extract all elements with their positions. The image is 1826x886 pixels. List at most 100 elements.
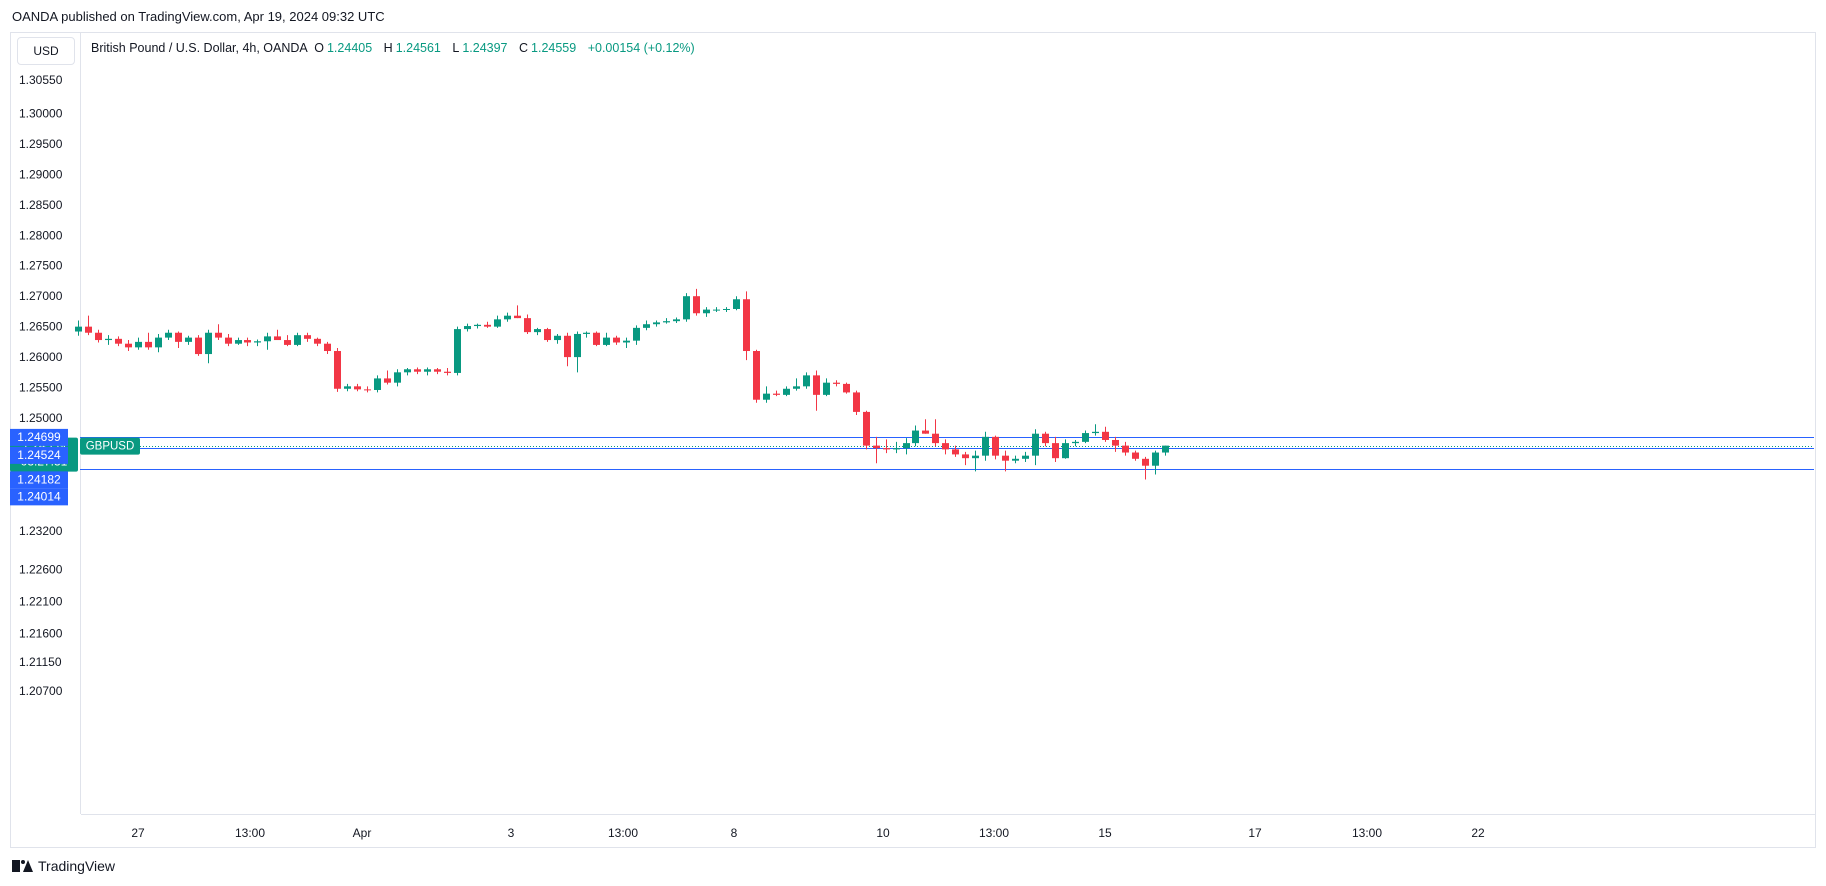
price-scale[interactable]: USD <box>11 33 81 814</box>
candle-up <box>404 368 411 376</box>
candle-down <box>284 335 291 347</box>
candle-up <box>793 378 800 391</box>
candle-body <box>962 454 969 459</box>
candle-body <box>683 296 690 320</box>
candle-up <box>554 333 561 344</box>
y-tick-label: 1.22600 <box>19 562 63 576</box>
candle-body <box>823 382 830 395</box>
candle-up <box>903 438 910 455</box>
candle-body <box>1142 458 1149 466</box>
published-info: OANDA published on TradingView.com, Apr … <box>12 9 385 24</box>
candle-body <box>215 332 222 338</box>
candle-up <box>1082 430 1089 444</box>
candle-body <box>753 351 760 400</box>
candle-down <box>414 367 421 375</box>
candle-down <box>274 329 281 341</box>
candle-body <box>593 332 600 345</box>
candle-down <box>125 340 132 352</box>
candle-body <box>185 337 192 342</box>
legend-change: +0.00154 (+0.12%) <box>587 41 695 55</box>
level-price-badge: 1.24014 <box>10 488 68 506</box>
candle-down <box>444 368 451 376</box>
candle-body <box>564 335 571 358</box>
candle-up <box>893 441 900 454</box>
candle-body <box>1112 439 1119 446</box>
candle-body <box>394 372 401 383</box>
candle-body <box>1092 431 1099 434</box>
y-tick-label: 1.28500 <box>19 198 63 212</box>
candle-body <box>444 371 451 373</box>
candle-body <box>992 436 999 456</box>
candle-down <box>1142 456 1149 480</box>
y-tick-label: 1.20700 <box>19 684 63 698</box>
candle-up <box>454 326 461 376</box>
candlestick-plot[interactable]: 1.30550 1.30000 1.29500 1.29000 1.28500 1.280… <box>10 32 1816 848</box>
currency-button[interactable]: USD <box>17 37 75 65</box>
candle-down <box>952 445 959 457</box>
candle-body <box>434 369 441 372</box>
candle-body <box>404 369 411 373</box>
candle-body <box>623 340 630 343</box>
candle-up <box>1092 424 1099 436</box>
candle-body <box>1022 455 1029 459</box>
candle-up <box>982 431 989 461</box>
legend-title: British Pound / U.S. Dollar, 4h, OANDA <box>91 41 308 55</box>
candle-down <box>314 337 321 347</box>
candle-body <box>574 333 581 358</box>
candle-body <box>833 382 840 384</box>
candle-up <box>713 307 720 313</box>
y-tick-label: 1.29500 <box>19 137 63 151</box>
candle-down <box>873 436 880 464</box>
candle-up <box>1162 445 1169 456</box>
candle-down <box>932 419 939 447</box>
candle-body <box>773 393 780 395</box>
candle-body <box>713 309 720 311</box>
candle-down <box>384 370 391 385</box>
candle-up <box>972 450 979 472</box>
candle-body <box>603 337 610 345</box>
candle-body <box>763 393 770 400</box>
candle-up <box>723 307 730 313</box>
candle-up <box>623 337 630 348</box>
candle-down <box>853 390 860 415</box>
time-axis[interactable] <box>81 814 1815 847</box>
y-tick-label: 1.27500 <box>19 259 63 273</box>
level-badge-value: 1.24182 <box>17 472 61 486</box>
candle-up <box>653 320 660 327</box>
y-tick-label: 1.30000 <box>19 106 63 120</box>
level-badge-bg <box>10 471 68 489</box>
candle-body <box>873 445 880 449</box>
candle-body <box>374 378 381 390</box>
candle-up <box>344 383 351 392</box>
candle-body <box>474 324 481 327</box>
candle-up <box>374 375 381 393</box>
brand-name: TradingView <box>38 858 116 874</box>
candle-body <box>803 375 810 387</box>
candle-body <box>195 337 202 355</box>
x-tick-label: 13:00 <box>1352 826 1382 840</box>
candle-up <box>1022 451 1029 462</box>
candle-down <box>484 321 491 328</box>
x-tick-label: 17 <box>1248 826 1262 840</box>
candle-body <box>932 433 939 444</box>
legend-low-value: 1.24397 <box>462 41 508 55</box>
level-badge-bg <box>10 446 68 464</box>
tradingview-logo-icon <box>12 860 33 872</box>
candle-body <box>853 392 860 412</box>
footer-branding[interactable]: TradingView <box>12 858 115 874</box>
x-tick-label: 15 <box>1098 826 1112 840</box>
candle-body <box>922 430 929 434</box>
candle-body <box>733 299 740 309</box>
candle-down <box>753 349 760 403</box>
x-tick-label: 27 <box>131 826 145 840</box>
candle-down <box>833 380 840 387</box>
candle-body <box>115 338 122 344</box>
candle-down <box>922 419 929 434</box>
candle-up <box>733 296 740 311</box>
candle-down <box>544 327 551 342</box>
candle-down <box>773 390 780 397</box>
candle-body <box>743 299 750 352</box>
candle-body <box>264 336 271 342</box>
candle-body <box>663 321 670 323</box>
candle-up <box>424 367 431 376</box>
